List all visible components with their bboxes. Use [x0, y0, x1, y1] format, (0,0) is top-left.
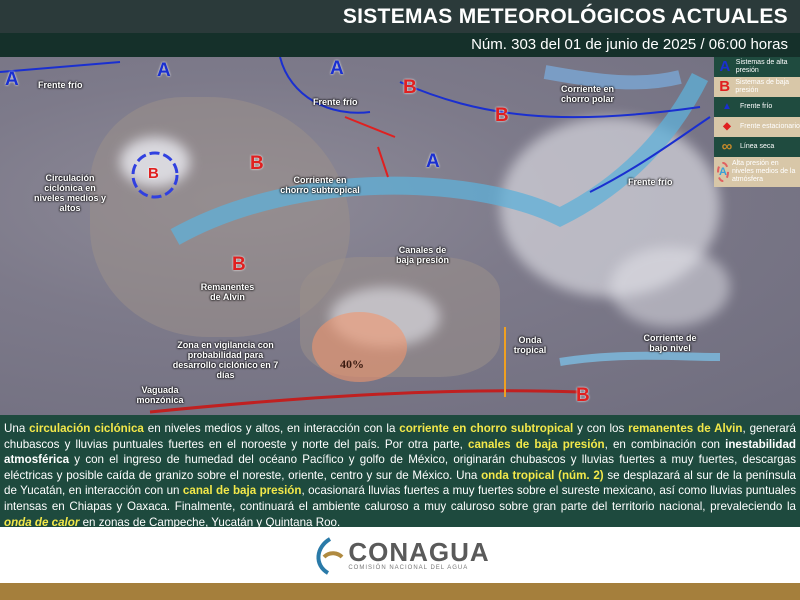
subtropical-jet-arrow: [170, 72, 709, 245]
development-zone: [312, 312, 407, 382]
label-alvin-remnants: Remanentes de Alvin: [200, 282, 255, 302]
label-cyclonic-circulation: Circulación ciclónica en niveles medios …: [33, 173, 107, 213]
high-pressure: A: [157, 60, 171, 81]
label-watch-zone: Zona en vigilancia con probabilidad para…: [172, 340, 279, 380]
map-overlays: [0, 57, 721, 414]
conagua-logo: CONAGUA COMISIÓN NACIONAL DEL AGUA: [0, 527, 800, 583]
cold-front: [0, 61, 121, 73]
cold-front-icon: ▲: [722, 101, 732, 112]
label-low-pressure-channels: Canales de baja presión: [395, 245, 449, 265]
bulletin-segment: en niveles medios y altos, en interacció…: [143, 422, 400, 435]
highlighted-term: canales de baja presión: [468, 437, 605, 451]
logo-name: CONAGUA: [348, 537, 490, 567]
label-low-level-jet: Corriente de bajo nivel: [643, 333, 697, 353]
label-cold-front: Frente frío: [38, 80, 83, 90]
low-pressure-icon: B: [719, 78, 731, 95]
page-title: SISTEMAS METEOROLÓGICOS ACTUALES: [0, 0, 800, 33]
polar-jet-arrow: [543, 65, 682, 90]
bulletin-number: Núm. 303 del 01 de junio de 2025 / 06:00…: [0, 33, 800, 57]
label-subtropical-jet: Corriente en chorro subtropical: [280, 175, 360, 195]
highlighted-term: inestabilidad atmosférica: [4, 437, 796, 467]
bulletin-segment: y con los: [573, 422, 629, 435]
monsoon-trough: [149, 389, 581, 414]
highlighted-term: circulación ciclónica: [29, 422, 144, 435]
low-pressure: B: [232, 254, 246, 275]
label-monsoon-trough: Vaguada monzónica: [136, 385, 184, 405]
bulletin-segment: y con el ingreso de humedad del océano P…: [4, 453, 796, 482]
low-pressure: B: [495, 105, 509, 126]
legend-label: Frente frío: [740, 103, 773, 110]
bulletin-segment: Una: [4, 422, 30, 435]
legend-label: Frente estacionario: [740, 123, 800, 130]
label-cold-front: Frente frío: [313, 97, 358, 107]
bulletin-segment: , en combinación con: [604, 437, 726, 451]
high-pressure: A: [426, 151, 440, 172]
probability-label: 40%: [340, 357, 364, 371]
bulletin-segment: , ocasionará lluvias fuertes a muy fuert…: [4, 484, 797, 513]
legend-label: Sistemas de baja presión: [735, 79, 790, 94]
legend-label: Línea seca: [740, 143, 775, 150]
low-level-jet-arrow: [559, 351, 721, 366]
label-tropical-wave: Onda tropical: [513, 335, 547, 355]
high-pressure: A: [5, 69, 19, 90]
bulletin-segment: , generará chubascos y lluvias puntuales…: [4, 422, 796, 451]
label-polar-jet: Corriente en chorro polar: [560, 84, 614, 104]
highlighted-term: remanentes de Alvin: [628, 422, 743, 435]
bulletin-text: Una circulación ciclónica en niveles med…: [0, 415, 800, 529]
cyclonic-circulation: [131, 151, 179, 199]
low-pressure: B: [250, 153, 264, 174]
satellite-map: A A A A B B B B B B Frente frío Frente f…: [0, 57, 800, 415]
highlighted-term: onda de calor: [4, 515, 80, 529]
highlighted-term: onda tropical (núm. 2): [481, 468, 604, 482]
bulletin-segment: en zonas de Campeche, Yucatán y Quintana…: [79, 515, 341, 529]
legend-label: Sistemas de alta presión: [735, 59, 788, 74]
low-pressure: B: [148, 165, 159, 182]
logo-tagline: COMISIÓN NACIONAL DEL AGUA: [348, 565, 469, 571]
low-pressure: B: [576, 385, 590, 406]
stationary-front: [344, 116, 396, 178]
stationary-front-icon: ◆: [723, 121, 731, 132]
high-pressure-icon: A: [719, 58, 731, 75]
map-legend: A Sistemas de alta presión B Sistemas de b…: [714, 57, 800, 187]
highlighted-term: corriente en chorro subtropical: [399, 422, 574, 435]
upper-high-icon: A: [717, 162, 729, 182]
cold-front: [279, 57, 371, 114]
low-pressure: B: [403, 77, 417, 98]
cold-front: [589, 116, 711, 193]
footer-bar: [0, 583, 800, 600]
high-pressure: A: [330, 58, 344, 79]
cold-front: [399, 81, 701, 119]
label-cold-front: Frente frío: [628, 177, 673, 187]
bulletin-segment: se desplazará al sur de la península de …: [4, 468, 796, 498]
legend-label: Alta presión en niveles medios de la atm…: [731, 160, 796, 183]
highlighted-term: canal de baja presión: [182, 484, 302, 498]
conagua-emblem-icon: [316, 537, 344, 575]
dry-line-icon: ∞: [721, 138, 733, 155]
